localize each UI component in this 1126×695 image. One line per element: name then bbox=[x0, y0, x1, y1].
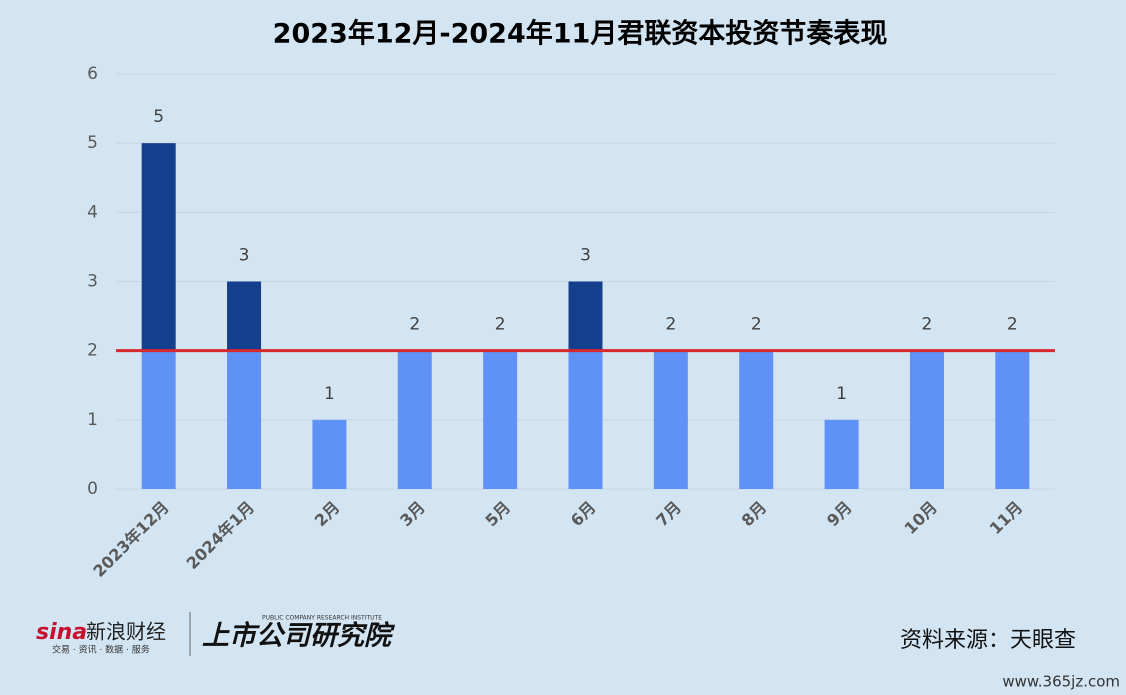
y-tick-label: 1 bbox=[87, 410, 98, 430]
bar bbox=[995, 350, 1030, 489]
x-tick-label: 6月 bbox=[567, 498, 600, 531]
x-tick-label: 3月 bbox=[396, 498, 429, 531]
data-label: 2 bbox=[665, 315, 676, 335]
data-label: 2 bbox=[751, 315, 762, 335]
y-tick-label: 4 bbox=[87, 202, 98, 222]
data-label: 5 bbox=[153, 107, 164, 127]
x-tick-label: 2023年12月 bbox=[89, 498, 172, 581]
x-tick-label: 2月 bbox=[311, 498, 344, 531]
data-label: 2 bbox=[922, 315, 933, 335]
data-label: 3 bbox=[239, 246, 250, 266]
x-tick-label: 2024年1月 bbox=[183, 498, 258, 573]
data-label: 2 bbox=[409, 315, 420, 335]
footer: sina 新浪财经 交易 · 资讯 · 数据 · 服务 PUBLIC COMPA… bbox=[36, 612, 1120, 691]
bar-above-threshold bbox=[227, 281, 262, 351]
brand-logo: sina bbox=[36, 620, 87, 645]
bar bbox=[653, 350, 688, 489]
y-tick-label: 5 bbox=[87, 133, 98, 153]
data-label: 3 bbox=[580, 246, 591, 266]
y-tick-label: 6 bbox=[87, 64, 98, 84]
x-tick-label: 5月 bbox=[482, 498, 515, 531]
watermark: www.365jz.com bbox=[1002, 673, 1120, 691]
bar-above-threshold bbox=[141, 143, 176, 351]
y-tick-label: 3 bbox=[87, 272, 98, 292]
data-label: 2 bbox=[495, 315, 506, 335]
brand-tagline: 交易 · 资讯 · 数据 · 服务 bbox=[52, 644, 150, 656]
y-tick-label: 0 bbox=[87, 479, 98, 499]
institute: 上市公司研究院 bbox=[202, 621, 396, 652]
bar bbox=[824, 419, 859, 489]
data-label: 1 bbox=[324, 384, 335, 404]
bar bbox=[227, 350, 262, 489]
data-label: 1 bbox=[836, 384, 847, 404]
x-tick-label: 10月 bbox=[900, 498, 941, 539]
bar bbox=[141, 350, 176, 489]
source: 资料来源：天眼查 bbox=[900, 628, 1076, 653]
data-label: 2 bbox=[1007, 315, 1018, 335]
bar-above-threshold bbox=[568, 281, 603, 351]
bar bbox=[483, 350, 518, 489]
x-tick-label: 7月 bbox=[652, 498, 685, 531]
brand: 新浪财经 bbox=[86, 620, 166, 644]
chart-title: 2023年12月-2024年11月君联资本投资节奏表现 bbox=[273, 18, 888, 50]
bar bbox=[739, 350, 774, 489]
bar bbox=[312, 419, 347, 489]
x-tick-label: 8月 bbox=[738, 498, 771, 531]
bar bbox=[397, 350, 432, 489]
institute-en: PUBLIC COMPANY RESEARCH INSTITUTE bbox=[262, 615, 382, 622]
x-tick-label: 11月 bbox=[986, 498, 1027, 539]
bar bbox=[568, 350, 603, 489]
y-tick-label: 2 bbox=[87, 341, 98, 361]
x-tick-label: 9月 bbox=[823, 498, 856, 531]
bar bbox=[909, 350, 944, 489]
